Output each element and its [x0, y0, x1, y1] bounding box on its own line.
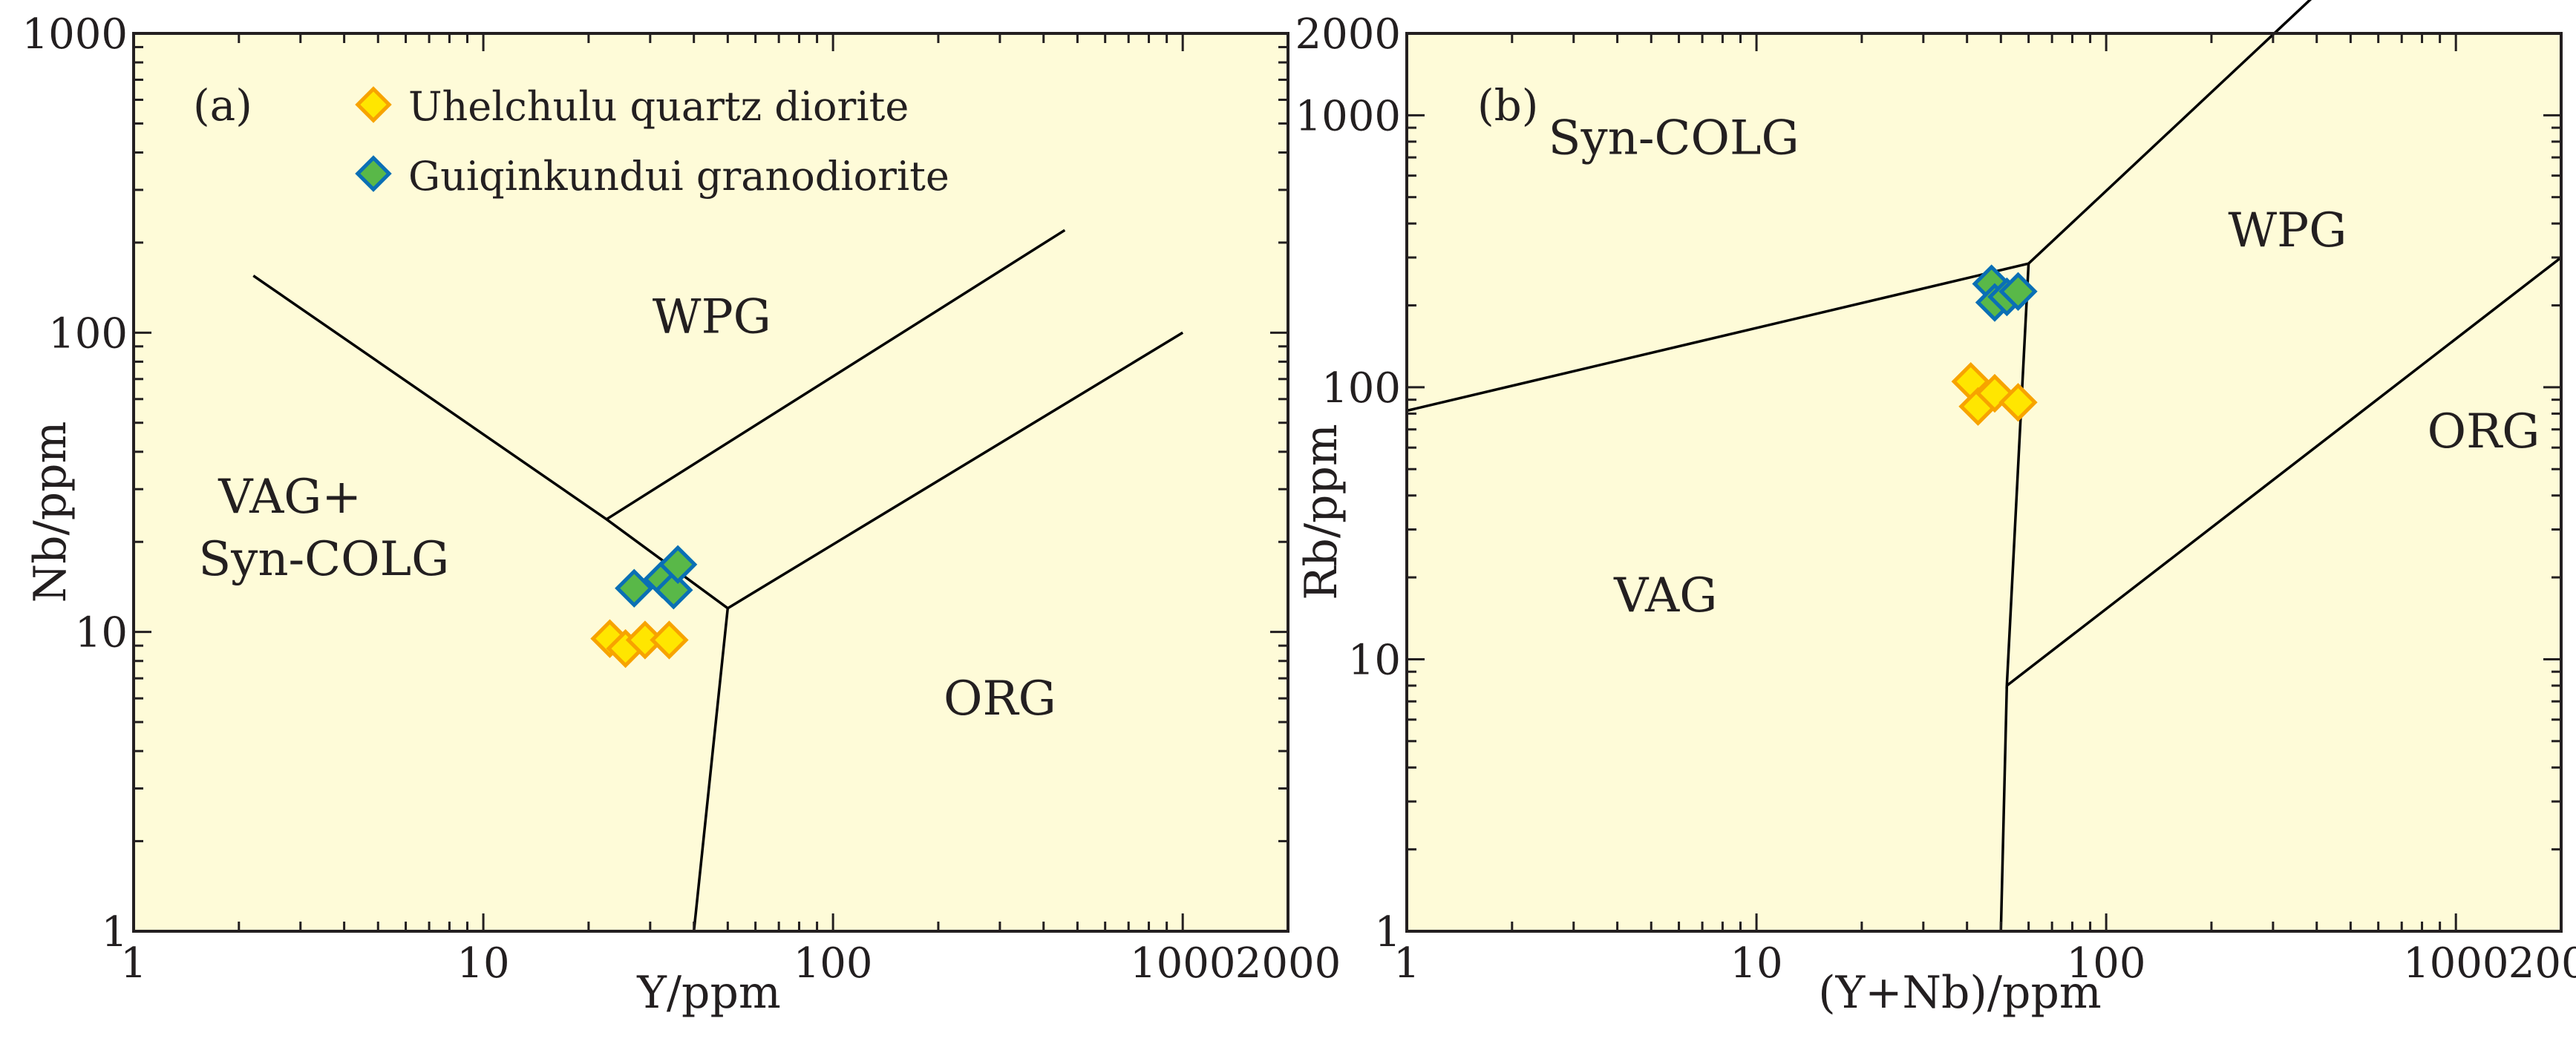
x-tick-label: 10	[457, 939, 509, 988]
y-tick-label: 100	[1321, 364, 1401, 413]
panel-b-y-tick-labels: 1 10 100 1000 2000	[1295, 10, 1401, 956]
x-tick-label: 1000	[1130, 939, 1236, 988]
y-tick-label: 2000	[1295, 10, 1401, 59]
y-tick-label: 1	[1374, 908, 1401, 956]
legend: Uhelchulu quartz diorite Guiqinkundui gr…	[355, 83, 949, 200]
panel-a-points	[590, 545, 698, 669]
legend-marker-uhelchulu	[355, 86, 392, 123]
y-tick-label: 1000	[22, 10, 128, 59]
boundary-line-4	[692, 608, 730, 932]
y-tick-label: 1	[101, 908, 128, 956]
x-tick-label: 2000	[1235, 939, 1341, 988]
region-label: VAG+	[218, 470, 362, 525]
legend-marker-guiqinkundui	[355, 155, 392, 192]
region-label: WPG	[653, 289, 771, 344]
data-point-guiqinkundui	[615, 568, 654, 608]
y-tick-label: 10	[1348, 636, 1401, 684]
panel-b-x-axis-title: (Y+Nb)/ppm	[1818, 967, 2102, 1019]
panel-a-x-axis-title: Y/ppm	[636, 967, 781, 1019]
x-tick-label: 1000	[2403, 939, 2509, 988]
x-tick-label: 1	[1393, 939, 1420, 988]
x-tick-label: 10	[1730, 939, 1782, 988]
panel-a-label: (a)	[193, 80, 252, 131]
legend-label-guiqinkundui: Guiqinkundui granodiorite	[408, 153, 949, 200]
legend-label-uhelchulu: Uhelchulu quartz diorite	[408, 83, 909, 130]
panel-a-boundaries	[252, 229, 1184, 932]
region-label: Syn-COLG	[198, 532, 449, 587]
panel-b-frame	[1405, 32, 2563, 933]
y-tick-label: 100	[48, 309, 128, 358]
data-point-guiqinkundui	[658, 545, 698, 584]
panel-a-region-labels: WPG VAG+ Syn-COLG ORG	[198, 289, 1056, 726]
panel-b-ticks	[1405, 32, 2563, 933]
data-point-uhelchulu	[1998, 383, 2038, 422]
x-tick-label: 100	[794, 939, 873, 988]
panel-a-x-tick-labels: 1 10 100 1000 2000	[120, 939, 1341, 988]
region-label: Syn-COLG	[1549, 111, 1799, 166]
panel-a-y-tick-labels: 1 10 100 1000	[22, 10, 128, 956]
data-point-uhelchulu	[650, 620, 689, 660]
panel-a-ticks	[132, 32, 1289, 933]
boundary-line-2	[606, 229, 1066, 521]
x-tick-label: 1	[120, 939, 147, 988]
y-tick-label: 1000	[1295, 92, 1401, 140]
data-point-guiqinkundui	[654, 571, 693, 610]
panel-b-y-axis-title: Rb/ppm	[1295, 424, 1347, 600]
panel-b-label: (b)	[1477, 80, 1538, 131]
panel-a-y-axis-title: Nb/ppm	[24, 421, 76, 603]
region-label: ORG	[2428, 404, 2540, 459]
x-tick-label: 100	[2067, 939, 2146, 988]
data-point-guiqinkundui	[1998, 272, 2038, 311]
boundary-line-3	[1999, 685, 2009, 932]
boundary-line-3	[727, 331, 1184, 610]
panel-b-plot-background	[1407, 33, 2561, 931]
region-label: ORG	[944, 672, 1056, 726]
data-point-uhelchulu	[625, 620, 665, 660]
panel-b-region-labels: Syn-COLG WPG ORG VAG	[1549, 111, 2540, 623]
panel-b-points	[1951, 264, 2038, 426]
x-tick-label: 2000	[2508, 939, 2576, 988]
panel-a-frame	[132, 32, 1289, 933]
y-tick-label: 10	[75, 609, 128, 657]
region-label: VAG	[1613, 568, 1717, 623]
region-label: WPG	[2228, 203, 2347, 258]
